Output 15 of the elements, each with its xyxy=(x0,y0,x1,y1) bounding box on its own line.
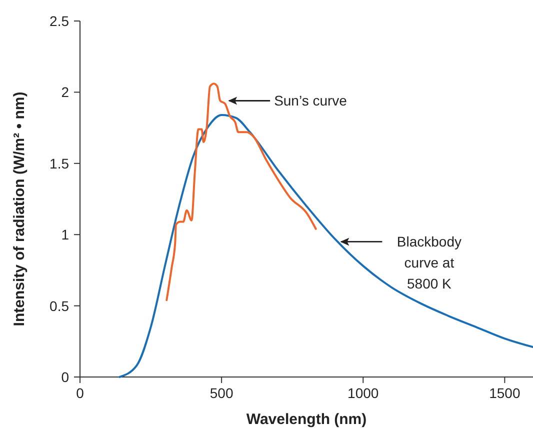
y-axis-title: Intensity of radiation (W/m² • nm) xyxy=(11,92,28,326)
x-tick-label: 1000 xyxy=(348,385,379,401)
x-tick-label: 1500 xyxy=(489,385,520,401)
annotation: Blackbody curve at 5800 K xyxy=(396,234,462,292)
x-tick-label: 0 xyxy=(76,385,84,401)
y-tick-label: 2.5 xyxy=(50,13,70,29)
y-tick-label: 1 xyxy=(61,226,70,243)
y-tick-label: 2 xyxy=(61,84,70,100)
x-axis-title: Wavelength (nm) xyxy=(246,411,367,428)
annotation: Sun’s curve xyxy=(274,92,348,109)
line-series xyxy=(118,114,533,378)
y-tick-label: 0 xyxy=(61,369,70,385)
y-tick-label: 0.5 xyxy=(50,298,70,314)
x-tick-label: 500 xyxy=(210,385,234,401)
y-tick-label: 1.5 xyxy=(50,155,70,172)
